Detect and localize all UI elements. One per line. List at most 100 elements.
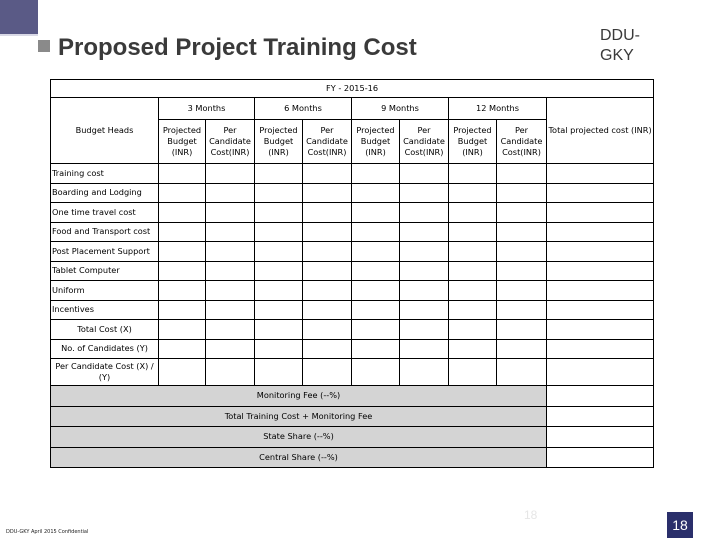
empty-cell — [302, 319, 352, 340]
table-row: Tablet Computer — [50, 260, 655, 281]
empty-cell — [351, 280, 400, 301]
empty-cell — [302, 280, 352, 301]
projected-budget-header: Projected Budget (INR) — [448, 119, 497, 164]
empty-cell — [545, 260, 655, 281]
projected-budget-header: Projected Budget (INR) — [351, 119, 400, 164]
empty-cell — [496, 299, 547, 320]
state-share-label: State Share (--%) — [50, 426, 547, 448]
period-header-9m: 9 Months — [351, 97, 449, 120]
empty-cell — [302, 182, 352, 203]
budget-head-label: Tablet Computer — [50, 260, 159, 281]
empty-cell — [302, 299, 352, 320]
per-candidate-header: Per Candidate Cost(INR) — [302, 119, 352, 164]
table-row: Incentives — [50, 299, 655, 320]
budget-head-label: Boarding and Lodging — [50, 182, 159, 203]
empty-cell — [545, 338, 655, 359]
title-bullet-icon — [38, 40, 50, 52]
empty-cell — [158, 319, 206, 340]
empty-cell — [448, 241, 497, 262]
empty-cell — [399, 260, 449, 281]
empty-cell — [302, 241, 352, 262]
empty-cell — [205, 299, 255, 320]
empty-cell — [205, 182, 255, 203]
empty-cell — [545, 446, 655, 468]
empty-cell — [158, 163, 206, 184]
table-row: Boarding and Lodging — [50, 182, 655, 203]
empty-cell — [545, 358, 655, 386]
empty-cell — [254, 319, 303, 340]
page-number: 18 — [667, 512, 693, 538]
table-row: Uniform — [50, 280, 655, 301]
page-title: Proposed Project Training Cost — [58, 34, 417, 61]
empty-cell — [302, 163, 352, 184]
empty-cell — [545, 241, 655, 262]
empty-cell — [496, 280, 547, 301]
empty-cell — [545, 221, 655, 242]
empty-cell — [351, 358, 400, 386]
empty-cell — [399, 241, 449, 262]
empty-cell — [545, 163, 655, 184]
empty-cell — [158, 358, 206, 386]
empty-cell — [399, 202, 449, 223]
empty-cell — [448, 280, 497, 301]
empty-cell — [205, 241, 255, 262]
empty-cell — [158, 182, 206, 203]
period-header-12m: 12 Months — [448, 97, 547, 120]
empty-cell — [496, 182, 547, 203]
projected-budget-header: Projected Budget (INR) — [158, 119, 206, 164]
table-row: One time travel cost — [50, 202, 655, 223]
empty-cell — [351, 163, 400, 184]
empty-cell — [205, 202, 255, 223]
budget-head-label: Post Placement Support — [50, 241, 159, 262]
empty-cell — [254, 358, 303, 386]
empty-cell — [545, 202, 655, 223]
empty-cell — [302, 338, 352, 359]
fy-header: FY - 2015-16 — [49, 79, 655, 98]
empty-cell — [302, 358, 352, 386]
empty-cell — [351, 221, 400, 242]
corner-decoration — [0, 0, 38, 34]
budget-heads-header: Budget Heads — [50, 97, 159, 164]
per-candidate-header: Per Candidate Cost(INR) — [205, 119, 255, 164]
empty-cell — [545, 405, 655, 427]
empty-cell — [254, 202, 303, 223]
empty-cell — [496, 163, 547, 184]
monitoring-fee-label: Monitoring Fee (--%) — [50, 385, 547, 407]
empty-cell — [496, 260, 547, 281]
empty-cell — [158, 338, 206, 359]
empty-cell — [205, 163, 255, 184]
empty-cell — [158, 299, 206, 320]
empty-cell — [351, 202, 400, 223]
empty-cell — [254, 280, 303, 301]
empty-cell — [158, 280, 206, 301]
empty-cell — [351, 299, 400, 320]
empty-cell — [448, 338, 497, 359]
empty-cell — [254, 221, 303, 242]
brand-line-2: GKY — [600, 47, 634, 64]
empty-cell — [496, 241, 547, 262]
empty-cell — [496, 358, 547, 386]
budget-head-label: Incentives — [50, 299, 159, 320]
budget-head-label: Uniform — [50, 280, 159, 301]
empty-cell — [254, 299, 303, 320]
empty-cell — [496, 221, 547, 242]
empty-cell — [302, 221, 352, 242]
empty-cell — [448, 299, 497, 320]
period-header-3m: 3 Months — [158, 97, 255, 120]
empty-cell — [158, 241, 206, 262]
empty-cell — [158, 260, 206, 281]
period-header-6m: 6 Months — [254, 97, 352, 120]
empty-cell — [399, 280, 449, 301]
empty-cell — [399, 358, 449, 386]
budget-head-label: Food and Transport cost — [50, 221, 159, 242]
empty-cell — [448, 221, 497, 242]
empty-cell — [205, 221, 255, 242]
empty-cell — [302, 202, 352, 223]
table-row: Food and Transport cost — [50, 221, 655, 242]
empty-cell — [351, 338, 400, 359]
empty-cell — [399, 182, 449, 203]
per-candidate-header: Per Candidate Cost(INR) — [399, 119, 449, 164]
empty-cell — [545, 280, 655, 301]
per-candidate-cost-label: Per Candidate Cost (X) / (Y) — [50, 358, 159, 386]
budget-head-label: Training cost — [50, 163, 159, 184]
